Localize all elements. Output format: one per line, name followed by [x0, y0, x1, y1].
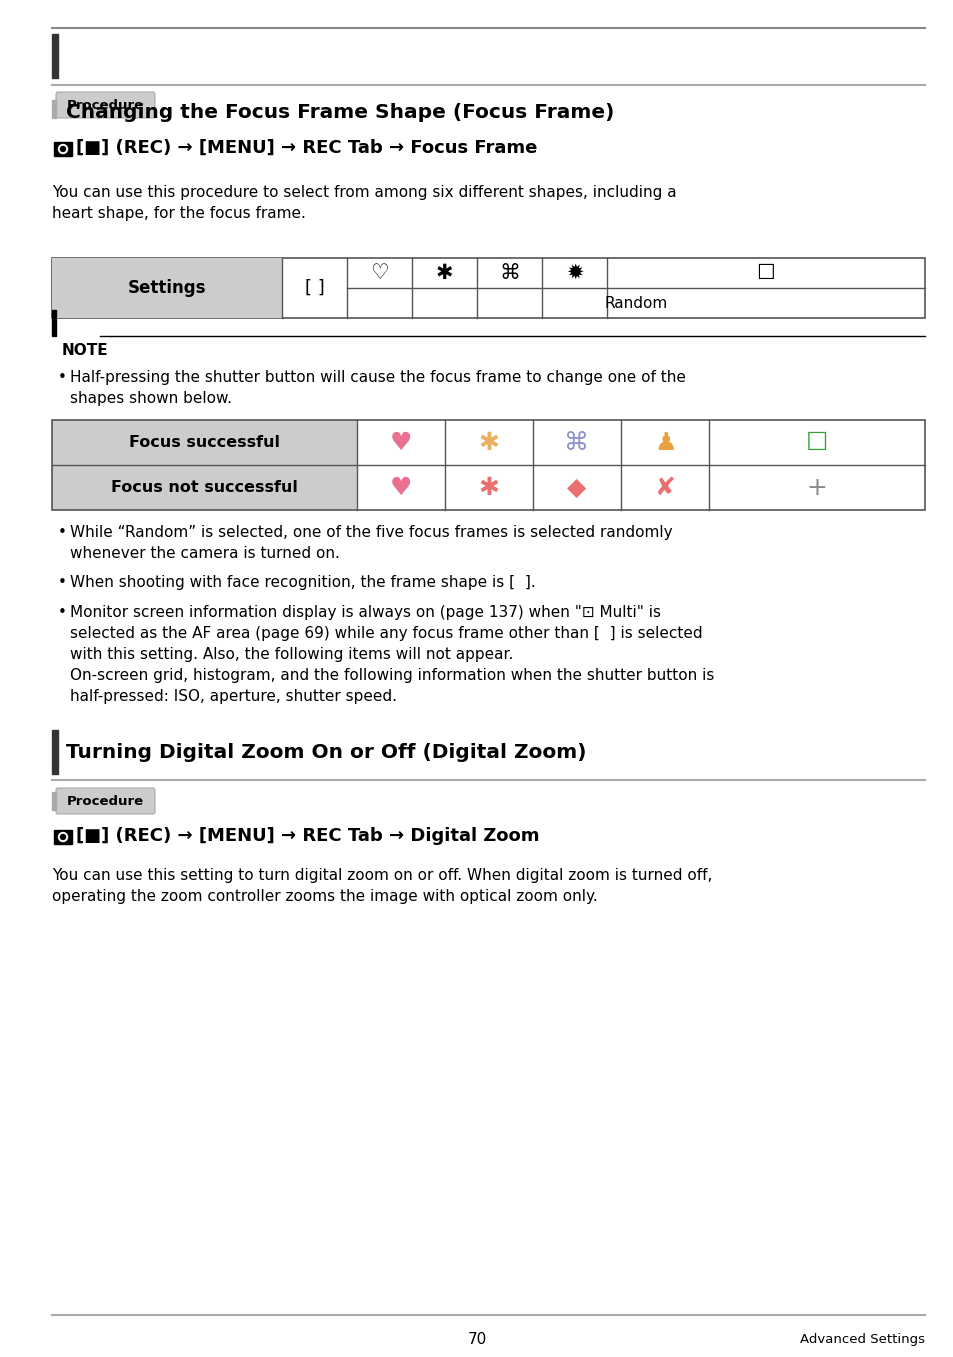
- Bar: [52, 309, 56, 337]
- Text: Turning Digital Zoom On or Off (Digital Zoom): Turning Digital Zoom On or Off (Digital …: [66, 742, 586, 761]
- Text: ✱: ✱: [478, 430, 499, 455]
- Text: ♥: ♥: [390, 430, 412, 455]
- Text: Focus successful: Focus successful: [129, 436, 280, 451]
- FancyBboxPatch shape: [56, 788, 154, 814]
- Text: ⌘: ⌘: [498, 263, 519, 284]
- Bar: [52, 100, 56, 118]
- Text: ✱: ✱: [436, 263, 453, 284]
- Bar: [52, 258, 282, 318]
- Bar: [52, 730, 58, 773]
- Circle shape: [60, 835, 66, 840]
- Text: Random: Random: [604, 296, 667, 311]
- Circle shape: [58, 832, 68, 841]
- Text: +: +: [805, 475, 826, 499]
- Text: Changing the Focus Frame Shape (Focus Frame): Changing the Focus Frame Shape (Focus Fr…: [66, 103, 614, 122]
- Text: When shooting with face recognition, the frame shape is [  ].: When shooting with face recognition, the…: [70, 575, 536, 590]
- Text: Procedure: Procedure: [67, 794, 144, 807]
- Text: 70: 70: [467, 1333, 486, 1348]
- Text: ♟: ♟: [653, 430, 676, 455]
- Bar: [52, 421, 924, 510]
- Text: •: •: [58, 370, 67, 385]
- Text: ◆: ◆: [567, 475, 586, 499]
- Text: [ ]: [ ]: [304, 280, 324, 297]
- Text: Advanced Settings: Advanced Settings: [800, 1334, 924, 1346]
- Bar: [52, 792, 56, 810]
- Text: ☐: ☐: [805, 430, 827, 455]
- Text: NOTE: NOTE: [62, 342, 109, 357]
- FancyBboxPatch shape: [56, 92, 154, 118]
- Text: You can use this setting to turn digital zoom on or off. When digital zoom is tu: You can use this setting to turn digital…: [52, 868, 712, 904]
- Text: While “Random” is selected, one of the five focus frames is selected randomly
wh: While “Random” is selected, one of the f…: [70, 525, 672, 560]
- Text: •: •: [58, 525, 67, 540]
- Text: [■] (REC) → [MENU] → REC Tab → Focus Frame: [■] (REC) → [MENU] → REC Tab → Focus Fra…: [76, 138, 537, 157]
- Text: You can use this procedure to select from among six different shapes, including : You can use this procedure to select fro…: [52, 185, 676, 221]
- Text: ✱: ✱: [478, 475, 499, 499]
- Bar: [54, 830, 71, 844]
- Text: Focus not successful: Focus not successful: [111, 480, 297, 495]
- Text: ♡: ♡: [370, 263, 389, 284]
- Text: Half-pressing the shutter button will cause the focus frame to change one of the: Half-pressing the shutter button will ca…: [70, 370, 685, 406]
- Bar: [52, 34, 58, 77]
- Text: Monitor screen information display is always on (page 137) when "⊡ Multi" is
sel: Monitor screen information display is al…: [70, 605, 714, 704]
- Text: ☐: ☐: [756, 263, 775, 284]
- Circle shape: [60, 147, 66, 152]
- Text: Settings: Settings: [128, 280, 206, 297]
- Text: ⌘: ⌘: [564, 430, 589, 455]
- Text: [■] (REC) → [MENU] → REC Tab → Digital Zoom: [■] (REC) → [MENU] → REC Tab → Digital Z…: [76, 826, 539, 845]
- Text: •: •: [58, 575, 67, 590]
- Bar: [54, 142, 71, 156]
- Text: ✘: ✘: [654, 475, 675, 499]
- Bar: [52, 258, 924, 318]
- Text: Procedure: Procedure: [67, 99, 144, 111]
- Circle shape: [58, 144, 68, 153]
- Text: •: •: [58, 605, 67, 620]
- Bar: [52, 465, 356, 510]
- Bar: [52, 421, 356, 465]
- Text: ♥: ♥: [390, 475, 412, 499]
- Text: ✹: ✹: [565, 263, 582, 284]
